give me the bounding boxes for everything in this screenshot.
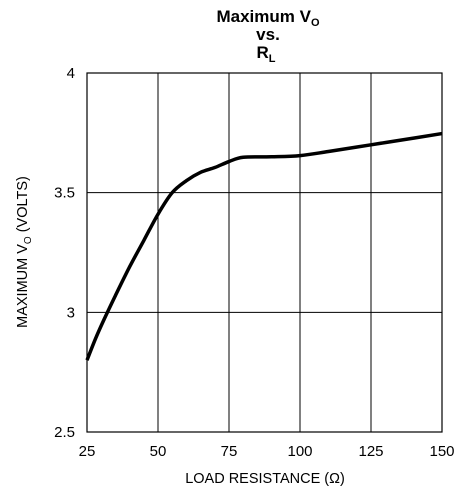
- series-group: [85, 131, 443, 361]
- x-tick-label: 50: [150, 443, 167, 460]
- chart-title-line-1: Maximum VO: [216, 7, 319, 29]
- x-axis-label: LOAD RESISTANCE (Ω): [185, 471, 345, 487]
- x-tick-label: 100: [287, 443, 312, 460]
- y-tick-label: 3.5: [54, 185, 75, 202]
- x-tick-labels: 25 50 75 100 125 150: [79, 443, 455, 460]
- y-tick-label: 2.5: [54, 424, 75, 441]
- y-axis-label: MAXIMUM VO (VOLTS): [15, 176, 34, 328]
- x-tick-label: 25: [79, 443, 96, 460]
- chart-title-line-2: vs.: [256, 25, 280, 44]
- y-tick-label: 4: [67, 65, 75, 82]
- y-tick-labels: 2.5 3 3.5 4: [54, 65, 75, 441]
- x-tick-label: 150: [429, 443, 454, 460]
- plot-frame: [86, 72, 443, 433]
- x-tick-label: 125: [358, 443, 383, 460]
- chart-title-line-3: RL: [256, 43, 275, 65]
- x-tick-label: 75: [221, 443, 238, 460]
- grid-lines: [87, 73, 442, 432]
- series-line: [85, 131, 443, 361]
- y-tick-label: 3: [67, 304, 75, 321]
